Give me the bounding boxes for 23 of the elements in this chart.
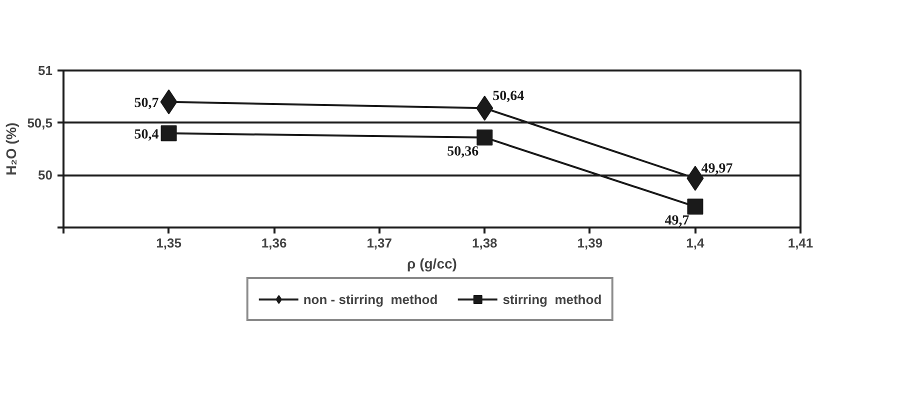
x-axis-title: ρ (g/cc) (407, 256, 457, 272)
y-tick-label: 50 (38, 168, 53, 183)
legend-label: stirring method (502, 292, 602, 306)
y-axis-title: H₂O (%) (3, 122, 20, 176)
point (687, 198, 704, 215)
x-tick-label: 1,41 (788, 236, 814, 250)
x-tick-label: 1,38 (472, 236, 498, 250)
data-label: 50,7 (134, 96, 159, 111)
y-tick-label: 50,5 (27, 115, 53, 130)
x-tick-label: 1,36 (261, 236, 287, 250)
y-tick-label: 51 (38, 63, 53, 78)
data-label: 49,97 (701, 161, 733, 176)
data-label: 50,36 (447, 144, 479, 160)
data-label: 49,7 (664, 214, 690, 229)
point (160, 125, 177, 142)
x-tick-label: 1,4 (686, 236, 706, 250)
point (476, 129, 493, 146)
data-label: 50,64 (492, 89, 524, 104)
x-tick-label: 1,37 (366, 236, 392, 250)
x-tick-label: 1,35 (156, 236, 182, 250)
x-tick-label: 1,39 (577, 236, 603, 250)
legend-label: non - stirring method (303, 292, 438, 306)
data-label: 50,4 (134, 127, 159, 142)
